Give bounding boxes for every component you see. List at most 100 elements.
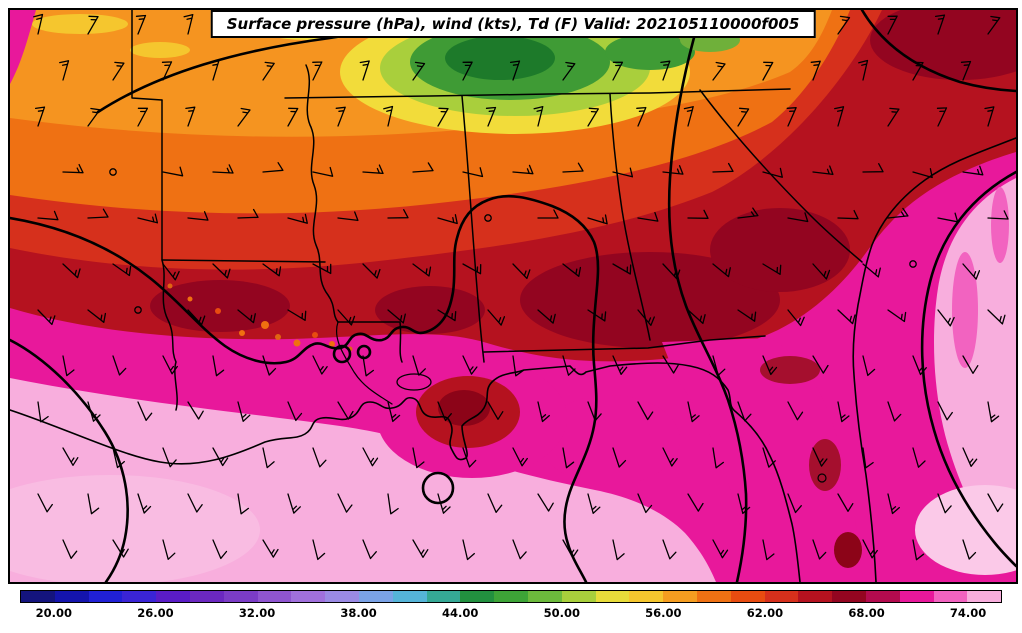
wind-barb bbox=[887, 15, 898, 35]
wind-barb bbox=[683, 106, 694, 127]
wind-barb bbox=[137, 401, 153, 421]
colorbar-tick-label: 38.00 bbox=[340, 606, 377, 620]
coastline-atlantic bbox=[852, 137, 1016, 582]
wind-barb bbox=[812, 539, 827, 560]
wind-barb bbox=[787, 309, 805, 327]
wind-barb bbox=[487, 309, 506, 326]
wind-barb bbox=[33, 13, 44, 35]
map-panel: Surface pressure (hPa), wind (kts), Td (… bbox=[8, 8, 1018, 584]
wind-barb bbox=[462, 263, 482, 275]
wind-barb bbox=[934, 14, 946, 35]
wind-barb bbox=[262, 162, 284, 173]
wind-barb bbox=[262, 355, 277, 376]
isobar bbox=[920, 170, 1016, 568]
wind-barb bbox=[135, 14, 147, 35]
wind-barb bbox=[487, 493, 503, 513]
wind-barb bbox=[62, 263, 81, 279]
colorbar-segment bbox=[358, 591, 393, 602]
wind-barb bbox=[462, 355, 478, 375]
wind-barb bbox=[662, 355, 679, 374]
wind-barb bbox=[387, 401, 401, 423]
colorbar-segment bbox=[798, 591, 833, 602]
wind-barb bbox=[287, 493, 301, 514]
colorbar-tick-label: 62.00 bbox=[746, 606, 784, 620]
wind-barb bbox=[487, 401, 504, 420]
border-tx-la bbox=[161, 99, 178, 411]
isobar-closed bbox=[421, 471, 455, 505]
wind-barb bbox=[337, 309, 356, 326]
wind-barb bbox=[737, 207, 759, 219]
wind-barb bbox=[137, 213, 159, 224]
wind-barb bbox=[162, 447, 177, 468]
wind-barb bbox=[662, 539, 677, 560]
wind-barb bbox=[412, 447, 425, 469]
border-fl-north bbox=[483, 335, 766, 353]
wind-barb bbox=[962, 263, 981, 280]
colorbar-segment bbox=[527, 591, 562, 602]
wind-barb bbox=[562, 263, 582, 277]
wind-barb bbox=[737, 401, 752, 422]
wind-barb bbox=[912, 168, 933, 179]
wind-barb bbox=[162, 355, 178, 375]
wind-barb bbox=[112, 355, 127, 376]
colorbar-tick-label: 68.00 bbox=[848, 606, 885, 620]
wind-barb bbox=[936, 107, 948, 127]
wind-barb bbox=[112, 447, 125, 469]
wind-barb bbox=[912, 447, 926, 468]
wind-barb bbox=[587, 401, 602, 422]
wind-barb bbox=[87, 208, 109, 219]
wind-barb bbox=[712, 263, 731, 278]
wind-barb bbox=[137, 493, 152, 514]
wind-barb bbox=[512, 447, 528, 467]
wind-barb bbox=[562, 539, 579, 559]
wind-barb bbox=[687, 309, 706, 325]
wind-barb bbox=[437, 214, 458, 225]
wind-barb bbox=[787, 401, 804, 421]
colorbar-segment bbox=[730, 591, 765, 602]
isobar-closed bbox=[356, 344, 372, 360]
colorbar-segment bbox=[865, 591, 900, 602]
wind-barb bbox=[612, 263, 632, 275]
colorbar-segment bbox=[156, 591, 190, 602]
wind-barb bbox=[287, 213, 308, 224]
wind-barb bbox=[37, 401, 49, 423]
wind-barb bbox=[287, 107, 299, 127]
wind-barb bbox=[612, 61, 624, 81]
wind-barb bbox=[887, 493, 900, 515]
wind-barb bbox=[737, 107, 750, 127]
wind-barb bbox=[737, 493, 751, 515]
wind-barb bbox=[662, 165, 684, 175]
wind-barb bbox=[562, 162, 584, 173]
calm-station-circle bbox=[109, 168, 117, 176]
wind-barb bbox=[687, 401, 700, 423]
wind-barb bbox=[587, 107, 599, 127]
wind-barb bbox=[587, 214, 608, 225]
wind-barb bbox=[185, 106, 196, 127]
wind-barb bbox=[237, 401, 251, 422]
wind-barb bbox=[737, 309, 757, 322]
colorbar-segment bbox=[257, 591, 292, 602]
wind-barb bbox=[660, 60, 671, 81]
wind-barb bbox=[612, 447, 627, 468]
wind-barb bbox=[562, 447, 575, 469]
border-ms-al bbox=[461, 95, 485, 363]
wind-barb bbox=[937, 401, 953, 421]
wind-barb bbox=[212, 164, 234, 174]
wind-barb bbox=[862, 539, 878, 559]
wind-barb bbox=[387, 309, 406, 324]
wind-barb bbox=[187, 401, 204, 420]
wind-barb bbox=[858, 59, 869, 81]
colorbar-tick-label: 44.00 bbox=[442, 606, 479, 620]
wind-barb bbox=[537, 493, 554, 512]
isobar bbox=[860, 10, 1016, 93]
colorbar-segment bbox=[764, 591, 799, 602]
wind-barb bbox=[612, 355, 628, 375]
wind-barb bbox=[787, 493, 802, 514]
wind-barb bbox=[187, 493, 203, 513]
wind-barb bbox=[62, 163, 84, 174]
wind-barb bbox=[612, 167, 634, 178]
wind-barb bbox=[837, 493, 854, 512]
wind-barb bbox=[862, 163, 884, 173]
wind-barb bbox=[662, 263, 681, 280]
